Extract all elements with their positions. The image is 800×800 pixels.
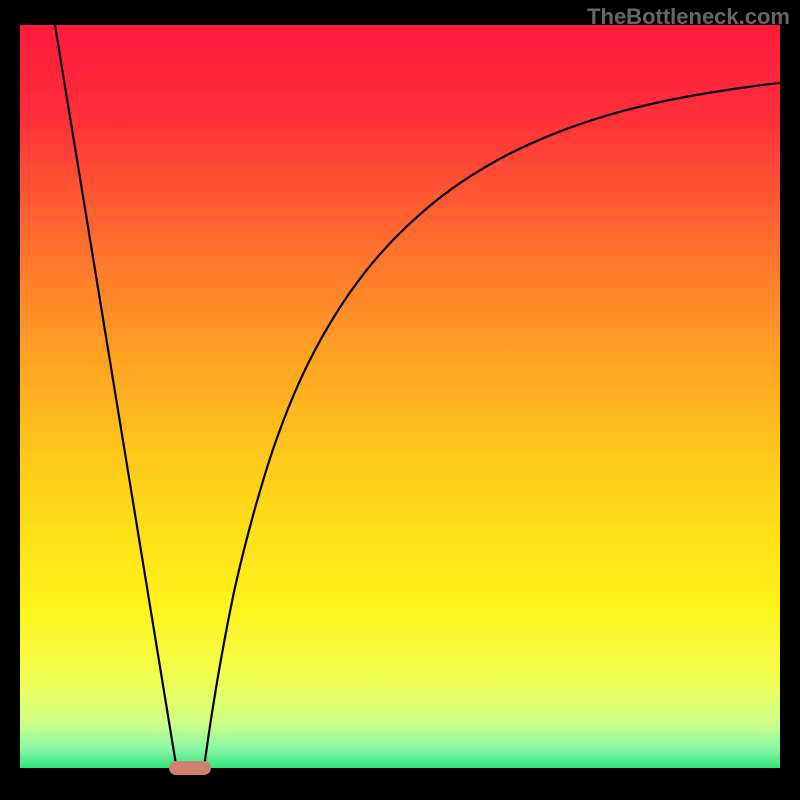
curve-layer [20,25,780,768]
left-slope-line [55,25,177,768]
bottleneck-marker [169,761,211,775]
chart-container: TheBottleneck.com [0,0,800,800]
plot-area [20,25,780,768]
right-asymptote-curve [204,83,780,768]
